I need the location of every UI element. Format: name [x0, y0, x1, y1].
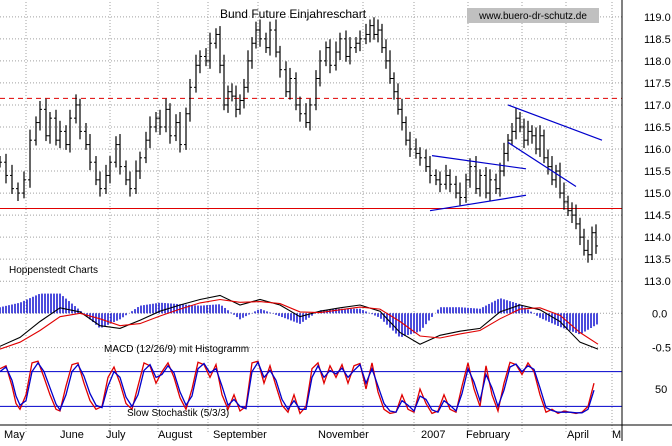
grid-lines	[0, 2, 622, 434]
price-tick-label: 117.5	[644, 78, 671, 90]
price-tick-label: 118.0	[644, 56, 671, 68]
x-tick-label: May	[4, 429, 25, 441]
x-tick-label: July	[106, 429, 126, 441]
stochastic-tick-label: 50	[655, 384, 667, 396]
x-tick-label: September	[213, 429, 267, 441]
price-tick-label: 113.0	[644, 276, 671, 288]
x-tick-label: February	[466, 429, 511, 441]
price-tick-label: 118.5	[644, 34, 671, 46]
x-tick-label: June	[60, 429, 84, 441]
price-tick-label: 115.0	[644, 188, 671, 200]
macd-signal-line	[0, 298, 599, 350]
source-label: Hoppenstedt Charts	[9, 265, 98, 276]
url-label: www.buero-dr-schutz.de	[478, 11, 587, 22]
trendline	[431, 155, 527, 170]
x-tick-label: 2007	[421, 429, 445, 441]
x-tick-label: November	[318, 429, 369, 441]
chart-title: Bund Future Einjahreschart	[220, 7, 367, 21]
macd-line	[0, 294, 599, 350]
macd-panel	[0, 293, 599, 350]
price-tick-label: 113.5	[644, 254, 671, 266]
stochastic-d-line	[0, 360, 595, 414]
macd-tick-label: 0.0	[652, 308, 667, 320]
price-tick-label: 119.0	[644, 12, 671, 24]
stochastic-panel	[0, 360, 622, 415]
x-tick-label: April	[567, 429, 589, 441]
trendline	[429, 194, 527, 212]
url-label-box	[467, 8, 599, 23]
price-panel	[0, 17, 622, 263]
stochastic-label: Slow Stochastik (5/3/3)	[127, 408, 229, 419]
price-tick-label: 117.0	[644, 100, 671, 112]
macd-label: MACD (12/26/9) mit Histogramm	[104, 344, 249, 355]
price-tick-label: 116.5	[644, 122, 671, 134]
trendline	[507, 141, 577, 187]
price-tick-label: 115.5	[644, 166, 671, 178]
stochastic-k-line	[0, 360, 595, 415]
price-tick-label: 114.5	[644, 210, 671, 222]
macd-tick-label: -0.5	[652, 343, 671, 355]
price-tick-label: 116.0	[644, 144, 671, 156]
x-tick-label: August	[158, 429, 192, 441]
price-tick-label: 114.0	[644, 232, 671, 244]
x-tick-label: M	[612, 429, 621, 441]
trendline	[507, 104, 603, 141]
